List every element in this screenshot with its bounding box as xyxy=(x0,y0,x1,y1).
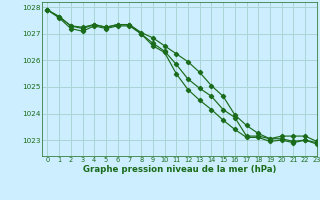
X-axis label: Graphe pression niveau de la mer (hPa): Graphe pression niveau de la mer (hPa) xyxy=(83,165,276,174)
